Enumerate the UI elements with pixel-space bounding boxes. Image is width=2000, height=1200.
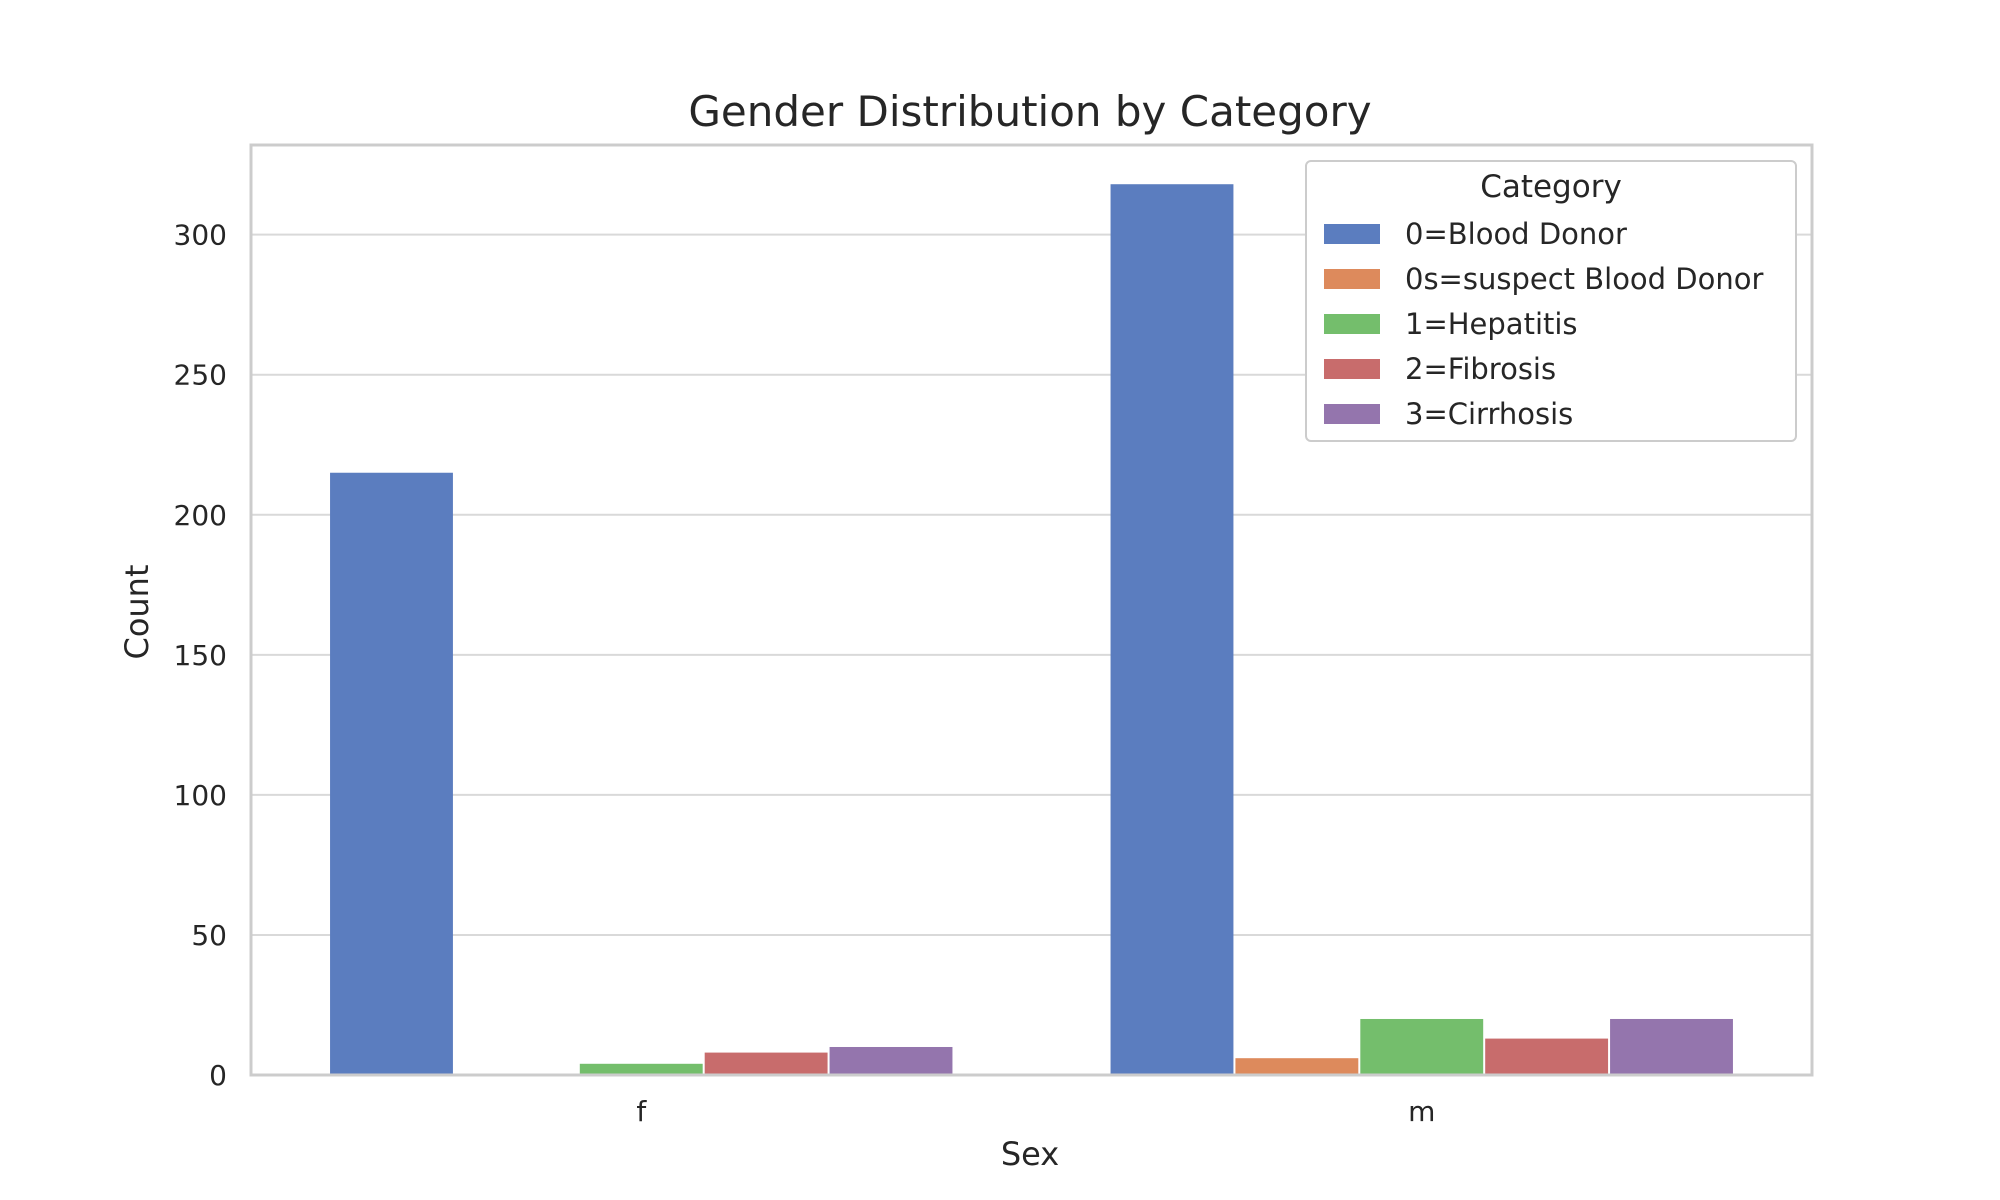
bar xyxy=(704,1052,828,1075)
bar xyxy=(1110,184,1234,1076)
bar xyxy=(579,1063,703,1075)
legend-swatch xyxy=(1324,359,1380,379)
legend-swatch xyxy=(1324,269,1380,289)
y-tick-label: 0 xyxy=(209,1059,227,1092)
legend-label: 3=Cirrhosis xyxy=(1405,397,1573,431)
y-tick-label: 200 xyxy=(174,499,227,532)
bars xyxy=(330,184,1733,1076)
x-tick-label: m xyxy=(1408,1095,1435,1128)
legend: Category 0=Blood Donor 0s=suspect Blood D… xyxy=(1305,160,1797,442)
y-tick-label: 100 xyxy=(174,779,227,812)
bar xyxy=(1360,1018,1484,1075)
legend-title: Category xyxy=(1480,169,1622,205)
legend-label: 0=Blood Donor xyxy=(1405,217,1627,251)
legend-swatch xyxy=(1324,224,1380,244)
legend-label: 0s=suspect Blood Donor xyxy=(1405,262,1763,296)
bar xyxy=(829,1046,953,1075)
plot-frame xyxy=(249,143,1814,1077)
x-axis-label: Sex xyxy=(1001,1135,1059,1173)
bar xyxy=(330,472,453,1075)
legend-items: 0=Blood Donor 0s=suspect Blood Donor 1=Hep… xyxy=(1324,217,1763,431)
y-tick-label: 300 xyxy=(174,219,227,252)
y-tick-label: 50 xyxy=(191,919,227,952)
y-tick-label: 150 xyxy=(174,639,227,672)
bar xyxy=(1610,1018,1733,1075)
legend-swatch xyxy=(1324,314,1380,334)
legend-label: 2=Fibrosis xyxy=(1405,352,1556,386)
y-tick-label: 250 xyxy=(174,359,227,392)
bar xyxy=(1235,1058,1359,1075)
chart-title: Gender Distribution by Category xyxy=(688,87,1371,136)
x-tick-label: f xyxy=(636,1095,647,1128)
legend-swatch xyxy=(1324,404,1380,424)
bar xyxy=(1485,1038,1609,1075)
y-axis-label: Count xyxy=(118,564,156,659)
legend-box xyxy=(1305,160,1797,442)
y-ticks: 0 50 100 150 200 250 300 xyxy=(174,219,227,1092)
legend-label: 1=Hepatitis xyxy=(1405,307,1578,341)
